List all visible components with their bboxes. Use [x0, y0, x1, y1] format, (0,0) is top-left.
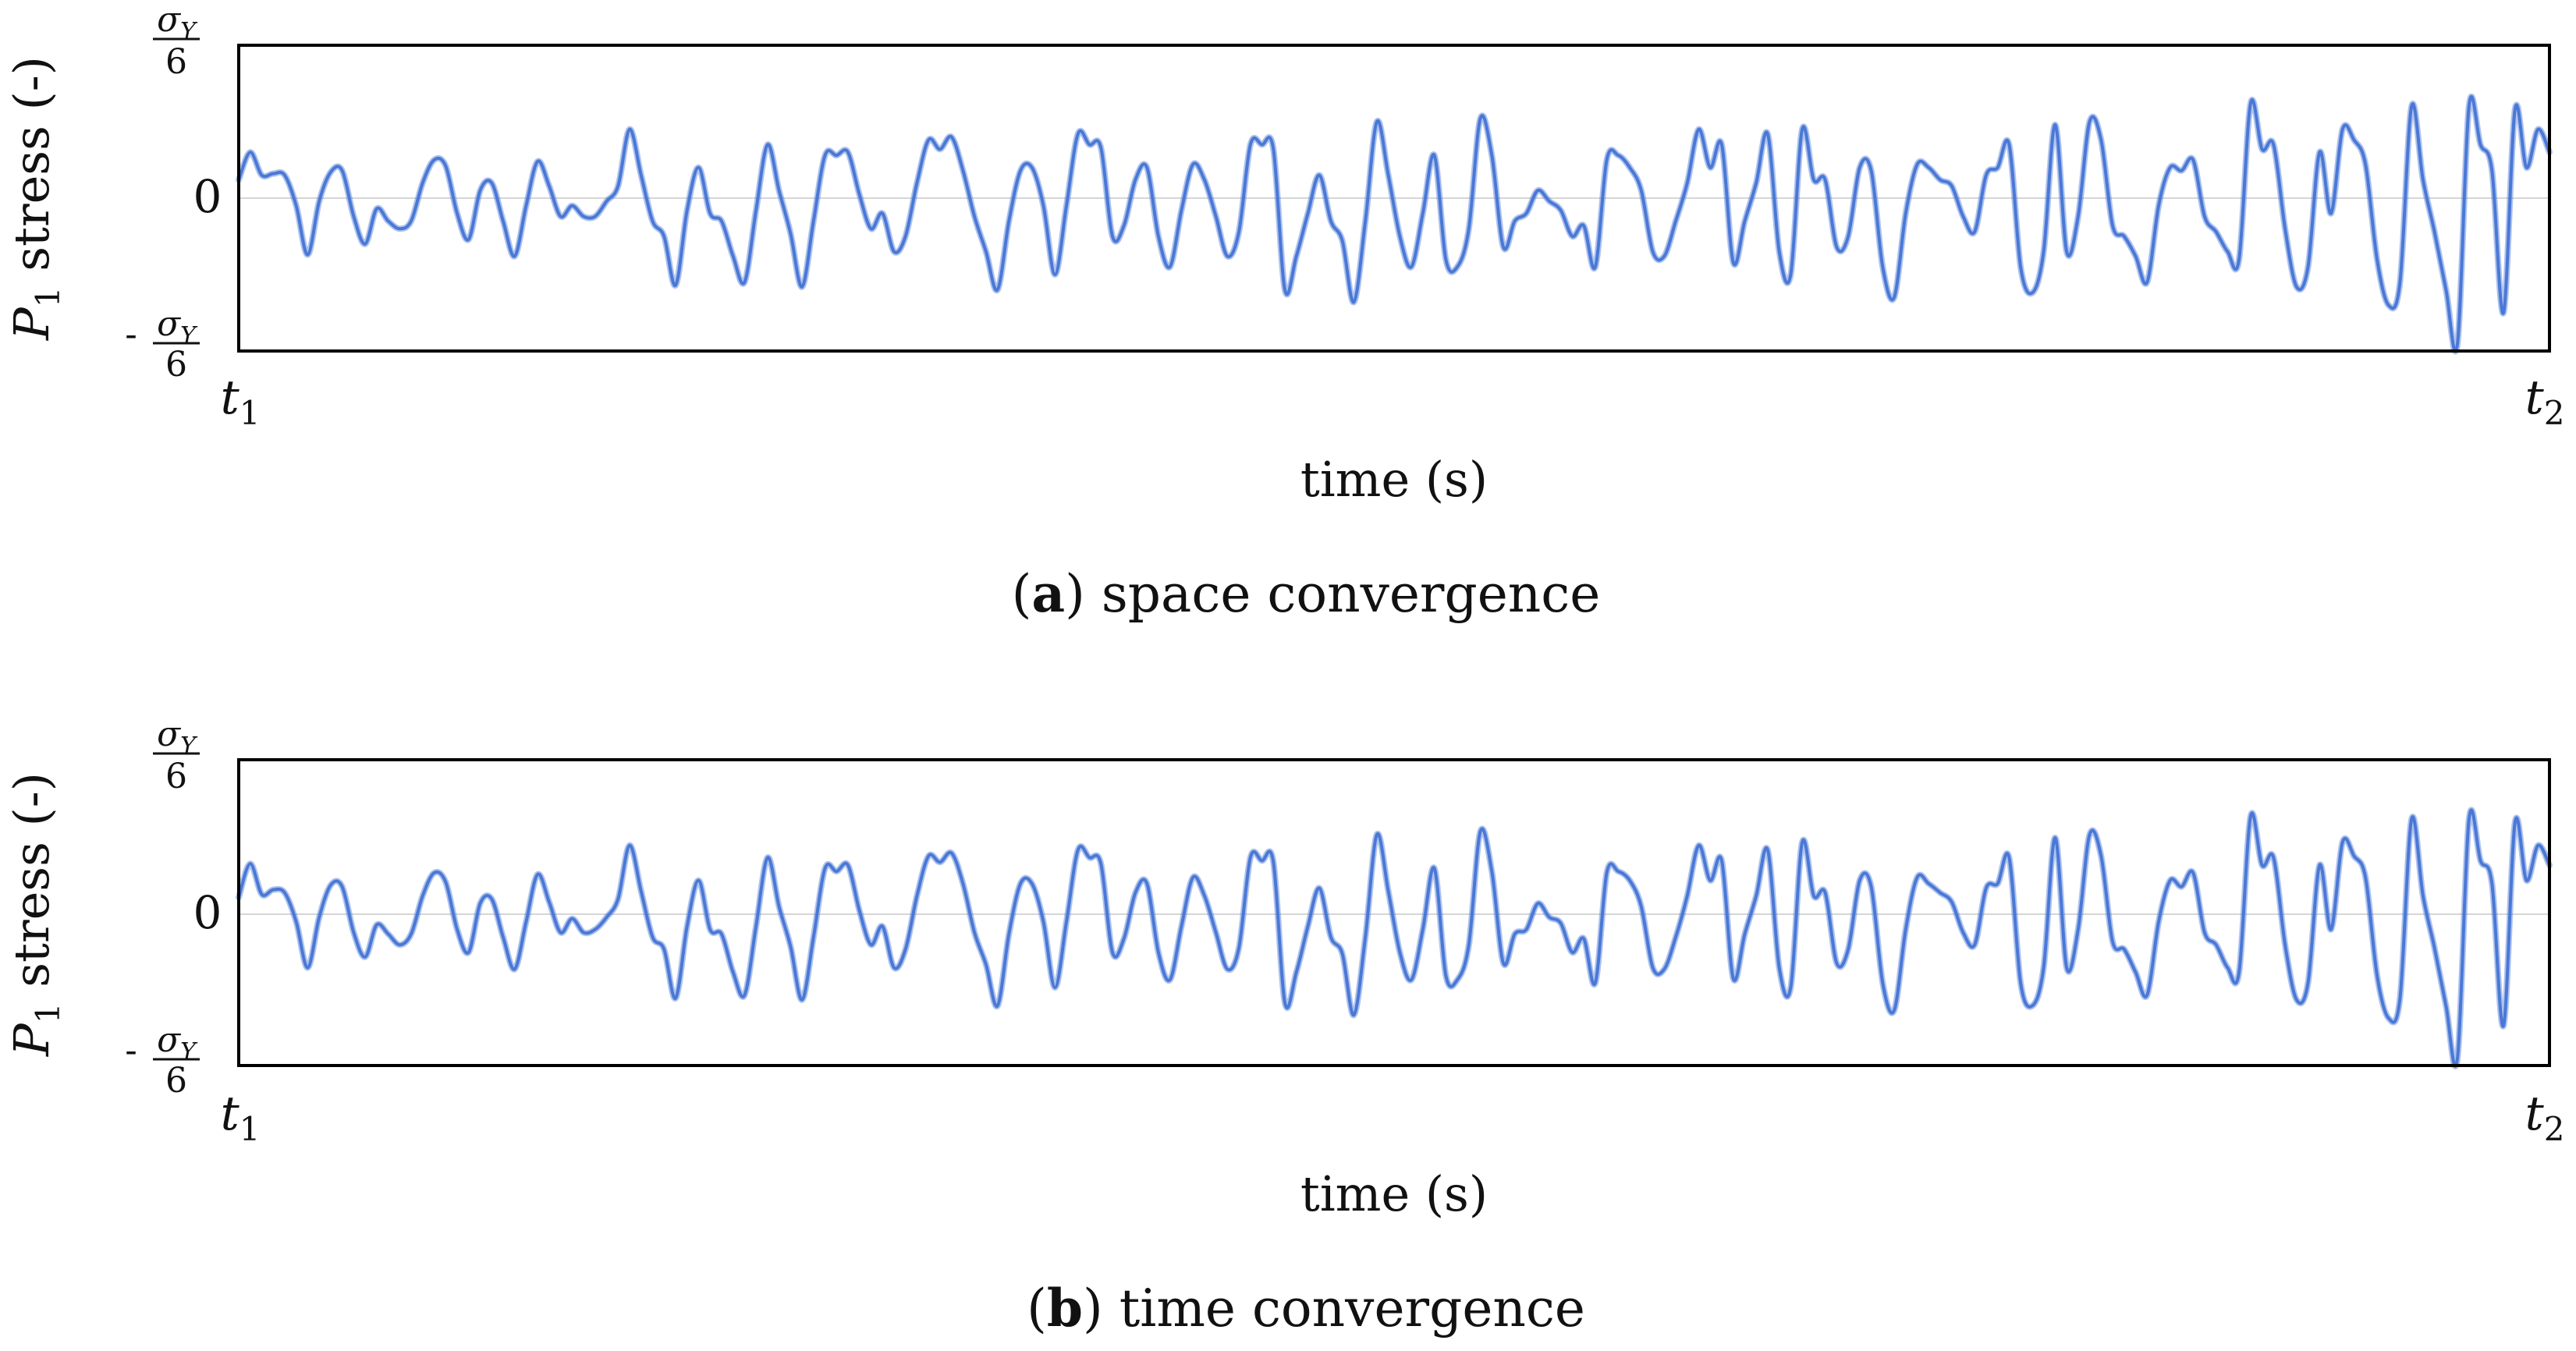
plot-frame — [237, 44, 2551, 353]
panel-caption: (a) space convergence — [1012, 563, 1601, 624]
y-tick-bottom: - σY 6 — [125, 304, 200, 385]
y-tick-zero: 0 — [193, 170, 222, 223]
y-tick-top: σY 6 — [153, 715, 200, 796]
svg-text:6: 6 — [165, 42, 187, 82]
x-axis-label: time (s) — [1300, 1165, 1488, 1222]
chart-panel-b: P1 stress (-) σY 6 0 - σY 6 t1 t2 time (… — [3, 715, 2564, 1339]
panel-caption: (b) time convergence — [1027, 1278, 1585, 1339]
svg-text:-: - — [125, 1029, 137, 1071]
series-line — [237, 95, 2551, 353]
svg-text:6: 6 — [165, 757, 187, 796]
series-line-halo — [236, 807, 2553, 1069]
series-line — [237, 808, 2551, 1068]
x-tick-end: t2 — [2525, 371, 2565, 432]
x-tick-end: t2 — [2525, 1087, 2565, 1148]
series-layer — [236, 807, 2553, 1069]
y-tick-zero: 0 — [193, 886, 222, 939]
svg-text:6: 6 — [165, 1061, 187, 1101]
y-tick-top: σY 6 — [153, 0, 200, 82]
x-axis-label: time (s) — [1300, 451, 1488, 508]
y-tick-bottom: - σY 6 — [125, 1020, 200, 1101]
series-layer — [236, 94, 2553, 355]
chart-panel-a: P1 stress (-) σY 6 0 - σY 6 t1 t2 time (… — [3, 0, 2564, 624]
x-tick-start: t1 — [221, 1087, 261, 1148]
y-axis-label: P1 stress (-) — [3, 772, 67, 1057]
y-axis-label: P1 stress (-) — [3, 56, 67, 341]
plot-frame — [237, 758, 2551, 1067]
series-line-halo — [236, 94, 2553, 355]
svg-text:6: 6 — [165, 345, 187, 385]
x-tick-start: t1 — [221, 371, 261, 432]
svg-text:-: - — [125, 313, 137, 355]
